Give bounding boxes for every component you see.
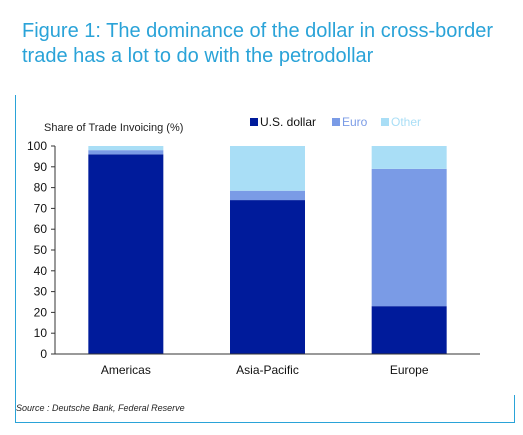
bar-euro-asia-pacific [230, 190, 305, 201]
y-tick-label: 90 [34, 160, 48, 174]
legend-swatch [332, 118, 340, 126]
frame-bottom-rule [15, 422, 515, 423]
y-axis: 0 10 20 30 40 50 60 70 80 90 100 [27, 139, 56, 361]
y-tick-label: 30 [34, 285, 48, 299]
y-tick-label: 20 [34, 305, 48, 319]
legend-label: Euro [342, 115, 368, 129]
legend-label: Other [391, 115, 421, 129]
legend-label: U.S. dollar [260, 115, 316, 129]
y-tick-label: 10 [34, 326, 48, 340]
x-tick-label: Asia-Pacific [236, 363, 299, 377]
x-axis: Americas Asia-Pacific Europe [55, 353, 480, 377]
frame-left-rule [15, 95, 16, 423]
y-tick-label: 60 [34, 222, 48, 236]
source-note: Source : Deutsche Bank, Federal Reserve [16, 403, 185, 413]
y-tick-label: 0 [40, 347, 47, 361]
y-tick-label: 100 [27, 139, 47, 153]
bar-euro-europe [371, 168, 447, 307]
figure-title: Figure 1: The dominance of the dollar in… [22, 20, 493, 67]
legend-swatch [381, 118, 389, 126]
bar-other-europe [371, 146, 447, 169]
y-tick-label: 70 [34, 201, 48, 215]
bar-euro-americas [88, 150, 164, 155]
legend: U.S. dollar Euro Other [250, 115, 421, 129]
y-tick-label: 40 [34, 264, 48, 278]
bar-u-s-dollar-asia-pacific [230, 200, 305, 354]
bars [88, 146, 447, 354]
y-tick-label: 50 [34, 243, 48, 257]
y-axis-title: Share of Trade Invoicing (%) [44, 122, 183, 134]
frame-right-rule [514, 395, 515, 423]
bar-other-americas [88, 146, 164, 151]
y-tick-label: 80 [34, 181, 48, 195]
bar-u-s-dollar-europe [371, 306, 447, 354]
bar-u-s-dollar-americas [88, 154, 164, 354]
x-tick-label: Americas [101, 363, 151, 377]
legend-swatch [250, 118, 258, 126]
x-tick-label: Europe [390, 363, 429, 377]
bar-other-asia-pacific [230, 146, 305, 191]
